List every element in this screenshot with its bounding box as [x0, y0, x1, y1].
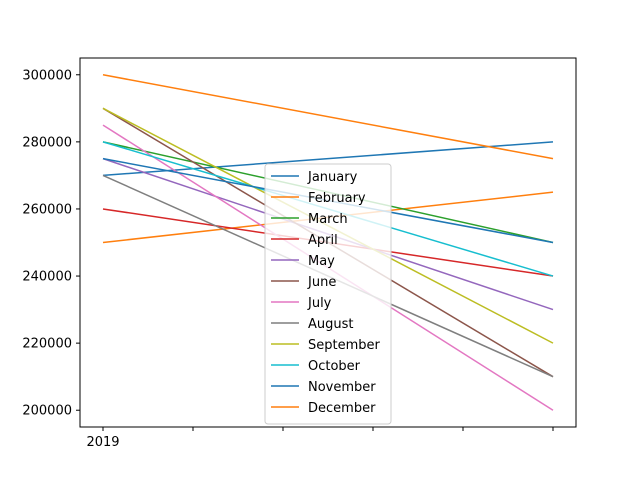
y-axis: 200000 220000 240000 260000 280000 300000 — [22, 68, 80, 419]
legend-label-february: February — [308, 191, 366, 206]
series-line-january — [102, 141, 554, 177]
y-tick-label: 300000 — [22, 68, 72, 83]
legend-label-august: August — [308, 317, 354, 332]
y-tick-label: 240000 — [22, 270, 72, 285]
legend-box — [264, 163, 392, 425]
y-tick-label: 280000 — [22, 135, 72, 150]
legend-label-september: September — [308, 338, 381, 353]
plot-frame — [79, 57, 577, 428]
legend-label-april: April — [308, 233, 338, 248]
series-line-december — [102, 74, 554, 160]
legend: January February March April May June July Augu… — [264, 163, 392, 425]
x-tick-label: 2019 — [86, 435, 119, 450]
legend-label-november: November — [308, 380, 376, 395]
x-axis: 2019 — [86, 427, 554, 450]
legend-label-july: July — [307, 296, 332, 311]
legend-label-december: December — [308, 401, 376, 416]
legend-label-march: March — [308, 212, 348, 227]
y-tick-label: 260000 — [22, 202, 72, 217]
legend-label-january: January — [307, 170, 358, 185]
legend-label-june: June — [307, 275, 336, 290]
y-tick-label: 200000 — [22, 404, 72, 419]
legend-label-october: October — [308, 359, 361, 374]
legend-label-may: May — [308, 254, 335, 269]
y-tick-label: 220000 — [22, 337, 72, 352]
